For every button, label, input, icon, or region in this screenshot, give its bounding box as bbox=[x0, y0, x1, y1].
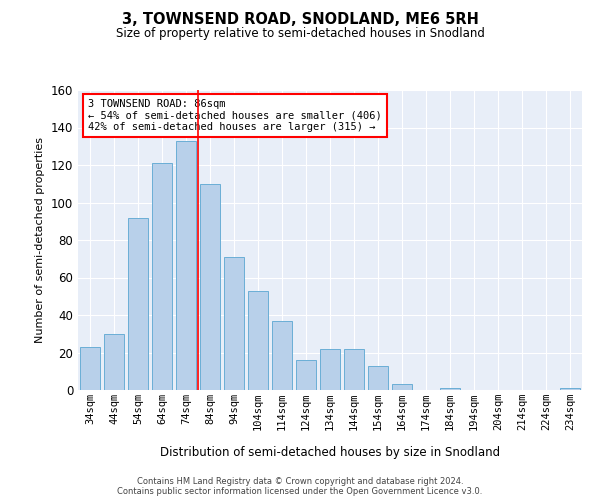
Bar bbox=[560, 388, 580, 390]
Bar bbox=[272, 320, 292, 390]
Text: Size of property relative to semi-detached houses in Snodland: Size of property relative to semi-detach… bbox=[116, 28, 484, 40]
Bar bbox=[248, 290, 268, 390]
Bar bbox=[200, 184, 220, 390]
Bar bbox=[368, 366, 388, 390]
Bar bbox=[296, 360, 316, 390]
Bar bbox=[224, 257, 244, 390]
Text: Contains public sector information licensed under the Open Government Licence v3: Contains public sector information licen… bbox=[118, 486, 482, 496]
Bar bbox=[392, 384, 412, 390]
Bar bbox=[128, 218, 148, 390]
Text: 3 TOWNSEND ROAD: 86sqm
← 54% of semi-detached houses are smaller (406)
42% of se: 3 TOWNSEND ROAD: 86sqm ← 54% of semi-det… bbox=[88, 99, 382, 132]
Text: Distribution of semi-detached houses by size in Snodland: Distribution of semi-detached houses by … bbox=[160, 446, 500, 459]
Text: 3, TOWNSEND ROAD, SNODLAND, ME6 5RH: 3, TOWNSEND ROAD, SNODLAND, ME6 5RH bbox=[122, 12, 478, 28]
Bar bbox=[152, 163, 172, 390]
Y-axis label: Number of semi-detached properties: Number of semi-detached properties bbox=[35, 137, 45, 343]
Bar bbox=[440, 388, 460, 390]
Bar bbox=[176, 140, 196, 390]
Bar bbox=[80, 347, 100, 390]
Bar bbox=[344, 349, 364, 390]
Bar bbox=[104, 334, 124, 390]
Bar bbox=[320, 349, 340, 390]
Text: Contains HM Land Registry data © Crown copyright and database right 2024.: Contains HM Land Registry data © Crown c… bbox=[137, 476, 463, 486]
